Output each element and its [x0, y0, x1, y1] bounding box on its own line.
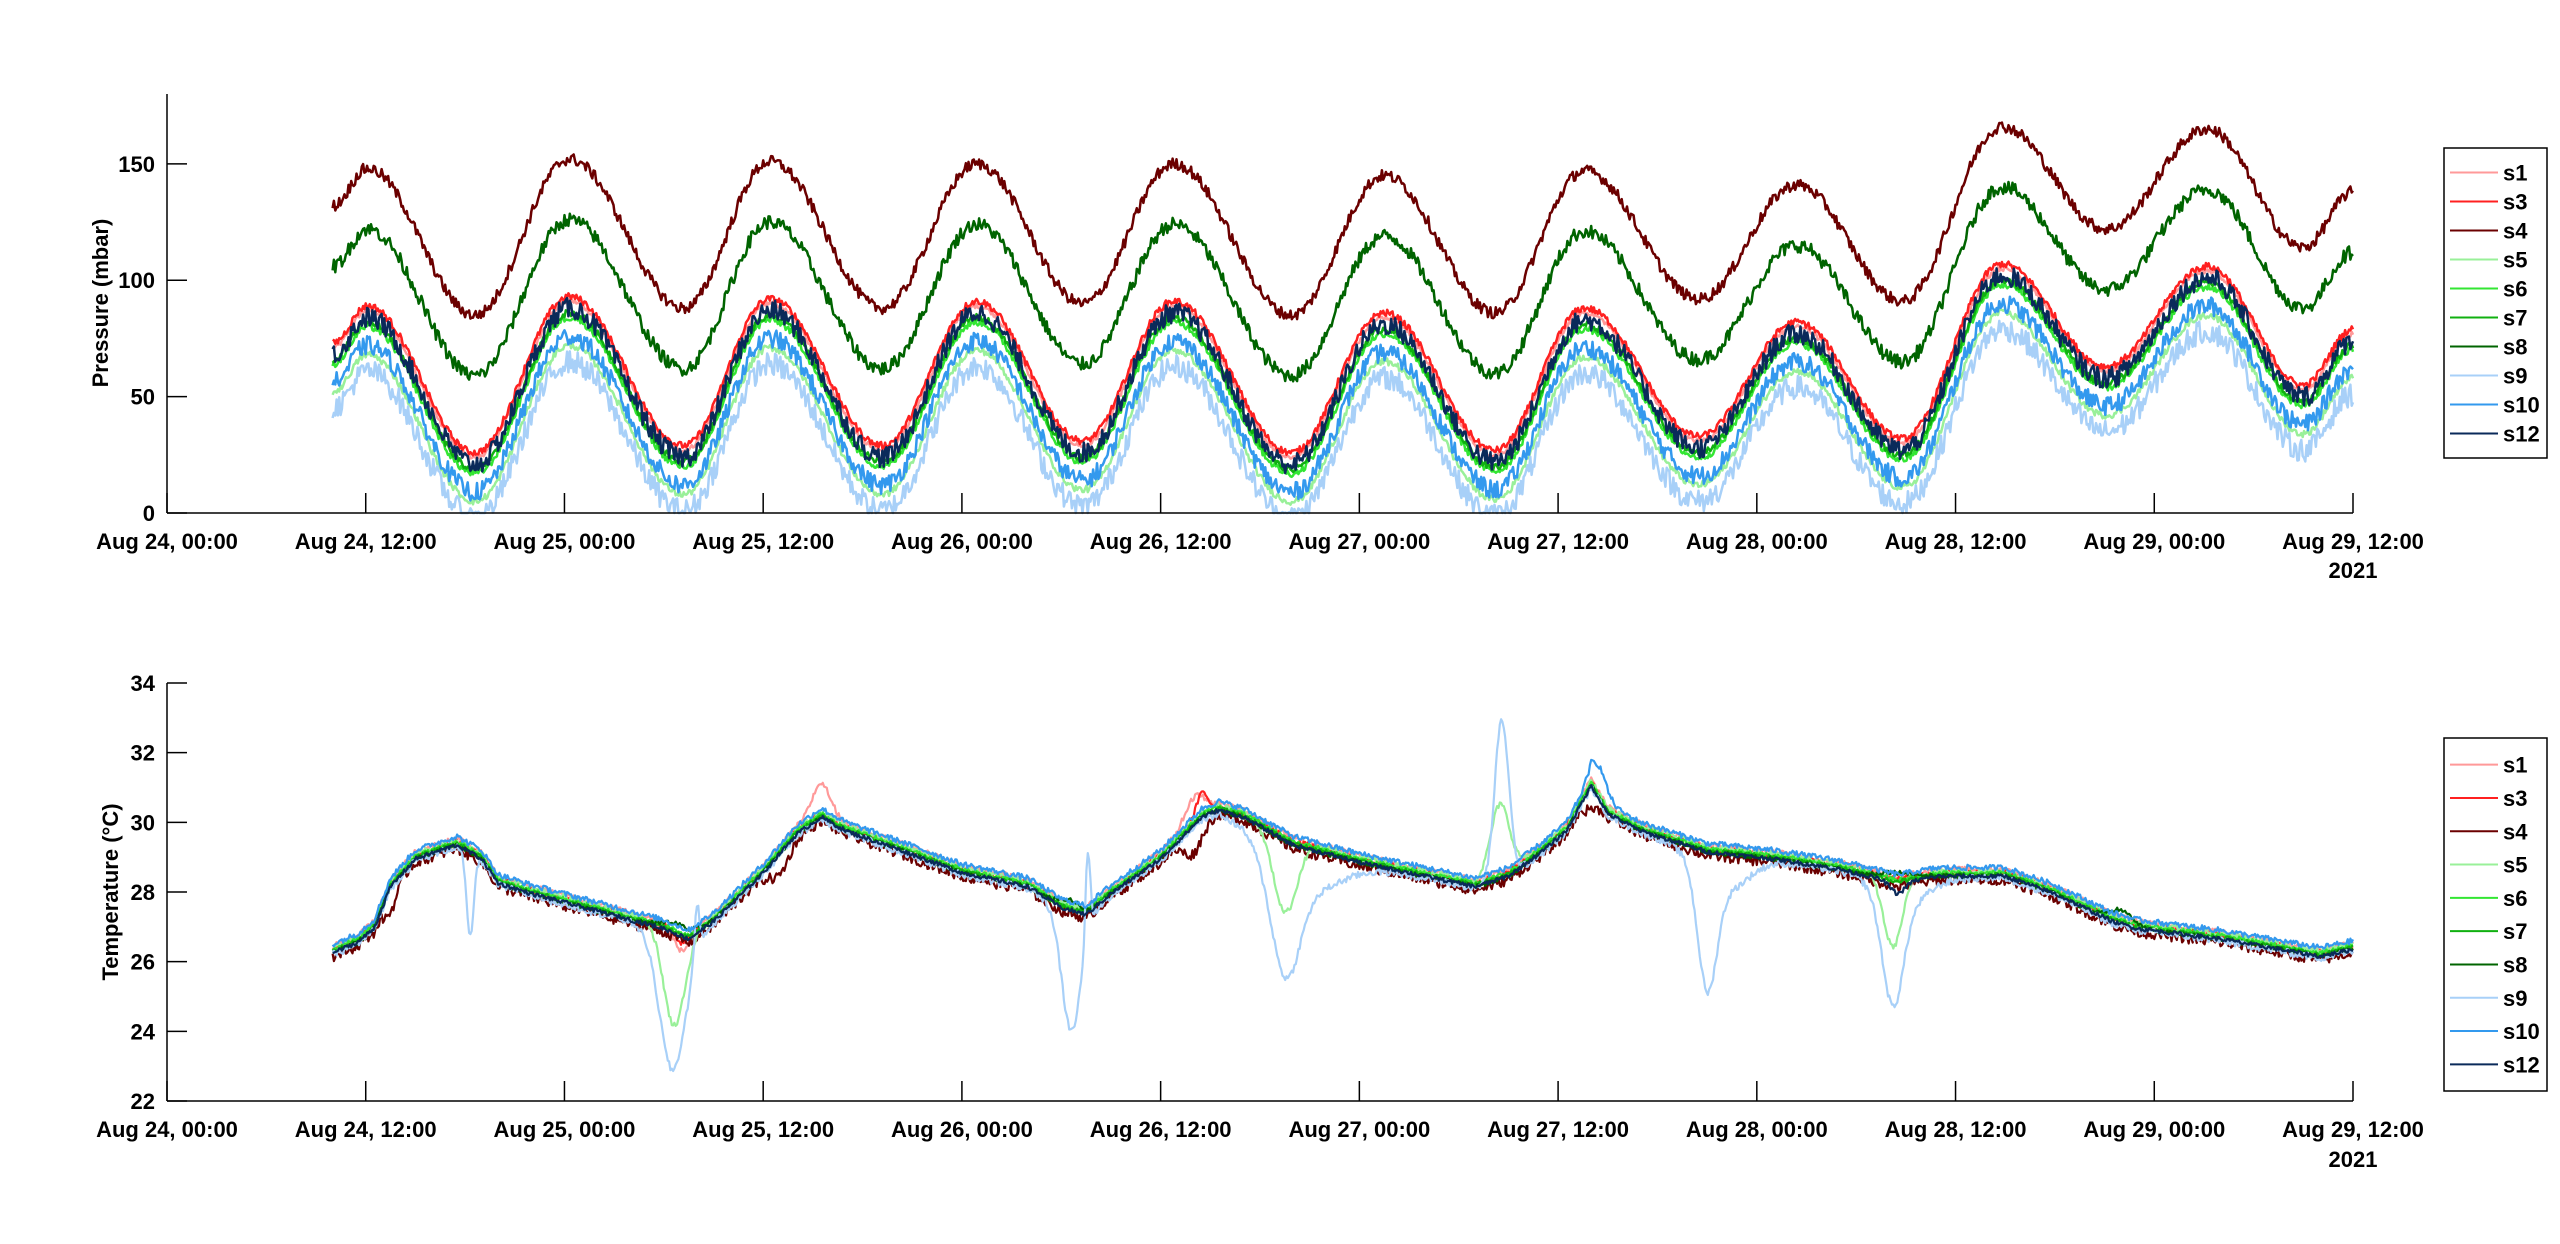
pressure-legend-label-s9: s9	[2503, 364, 2527, 389]
temperature-legend-label-s10: s10	[2503, 1019, 2540, 1044]
temperature-legend-label-s4: s4	[2503, 819, 2528, 844]
pressure-y-tick-label: 50	[131, 385, 155, 410]
pressure-legend-label-s6: s6	[2503, 277, 2527, 302]
pressure-x-tick-label: Aug 29, 00:00	[2083, 529, 2225, 554]
temperature-y-axis-label: Temperature (°C)	[98, 803, 123, 980]
temperature-x-tick-label: Aug 24, 12:00	[295, 1117, 437, 1142]
temperature-x-tick-label: Aug 25, 00:00	[494, 1117, 636, 1142]
temperature-y-tick-label: 24	[131, 1019, 156, 1044]
pressure-legend-label-s3: s3	[2503, 190, 2527, 215]
temperature-x-tick-label: Aug 27, 12:00	[1487, 1117, 1629, 1142]
temperature-line-s9	[331, 718, 2354, 1073]
temperature-axes: Temperature (°C) 2021 22 24 26 28 30 32 34 Aug …	[96, 671, 2548, 1172]
pressure-x-tick-label: Aug 29, 12:00	[2282, 529, 2424, 554]
temperature-legend-label-s3: s3	[2503, 786, 2527, 811]
temperature-line-s7	[332, 783, 2354, 958]
pressure-x-tick-label: Aug 24, 00:00	[96, 529, 238, 554]
pressure-line-s5	[331, 308, 2355, 506]
temperature-legend-label-s12: s12	[2503, 1052, 2540, 1077]
pressure-legend-label-s10: s10	[2503, 393, 2540, 418]
pressure-year-label: 2021	[2329, 558, 2378, 583]
pressure-x-tick-label: Aug 25, 00:00	[494, 529, 636, 554]
pressure-series-group	[331, 121, 2355, 515]
pressure-x-tick-label: Aug 25, 12:00	[692, 529, 834, 554]
temperature-series-group	[331, 718, 2355, 1073]
temperature-x-tick-label: Aug 26, 00:00	[891, 1117, 1033, 1142]
temperature-line-s5	[331, 778, 2354, 1028]
temperature-line-s8	[331, 784, 2354, 959]
temperature-legend: s1 s3 s4 s5 s6 s7 s8 s9 s10 s12	[2443, 737, 2548, 1092]
pressure-x-tick-label: Aug 28, 12:00	[1885, 529, 2027, 554]
temperature-line-s12	[332, 783, 2354, 959]
pressure-legend-label-s8: s8	[2503, 335, 2527, 360]
temperature-y-tick-label: 26	[131, 950, 155, 975]
pressure-legend-label-s1: s1	[2503, 161, 2527, 186]
temperature-y-tick-label: 30	[131, 810, 155, 835]
pressure-axes: Pressure (mbar) 2021 0 50 100 150 Aug 24, 00…	[88, 94, 2548, 583]
pressure-y-tick-label: 0	[143, 501, 155, 526]
pressure-x-tick-label: Aug 28, 00:00	[1686, 529, 1828, 554]
temperature-x-tick-label: Aug 28, 12:00	[1885, 1117, 2027, 1142]
temperature-legend-label-s9: s9	[2503, 986, 2527, 1011]
temperature-legend-label-s7: s7	[2503, 919, 2527, 944]
pressure-y-tick-label: 150	[118, 152, 155, 177]
temperature-line-s6	[331, 780, 2354, 956]
pressure-line-s10	[331, 295, 2354, 502]
pressure-legend-label-s7: s7	[2503, 306, 2527, 331]
pressure-x-tick-label: Aug 24, 12:00	[295, 529, 437, 554]
temperature-x-tick-label: Aug 27, 00:00	[1288, 1117, 1430, 1142]
pressure-legend-label-s12: s12	[2503, 422, 2540, 447]
pressure-y-axis-label: Pressure (mbar)	[88, 219, 113, 388]
temperature-x-tick-label: Aug 24, 00:00	[96, 1117, 238, 1142]
temperature-y-tick-label: 22	[131, 1089, 155, 1114]
pressure-line-s9	[331, 319, 2355, 515]
pressure-x-tick-label: Aug 26, 00:00	[891, 529, 1033, 554]
temperature-legend-label-s6: s6	[2503, 886, 2527, 911]
pressure-legend-label-s5: s5	[2503, 248, 2527, 273]
pressure-legend-box	[2443, 147, 2548, 459]
pressure-x-tick-label: Aug 27, 12:00	[1487, 529, 1629, 554]
pressure-line-s12	[331, 267, 2355, 475]
temperature-legend-box	[2443, 737, 2548, 1092]
pressure-y-tick-label: 100	[118, 268, 155, 293]
temperature-legend-label-s8: s8	[2503, 952, 2527, 977]
temperature-y-tick-label: 34	[131, 671, 156, 696]
temperature-year-label: 2021	[2329, 1147, 2378, 1172]
pressure-line-s8	[331, 180, 2354, 383]
pressure-legend-label-s4: s4	[2503, 219, 2528, 244]
temperature-line-s10	[331, 758, 2355, 950]
temperature-legend-label-s1: s1	[2503, 753, 2527, 778]
pressure-legend: s1 s3 s4 s5 s6 s7 s8 s9 s10 s12	[2443, 147, 2548, 459]
temperature-x-tick-label: Aug 29, 12:00	[2282, 1117, 2424, 1142]
temperature-legend-label-s5: s5	[2503, 853, 2527, 878]
temperature-line-s3	[332, 778, 2354, 956]
temperature-x-tick-label: Aug 25, 12:00	[692, 1117, 834, 1142]
temperature-x-tick-label: Aug 26, 12:00	[1090, 1117, 1232, 1142]
pressure-x-tick-label: Aug 27, 00:00	[1288, 529, 1430, 554]
pressure-line-s3	[332, 260, 2355, 457]
pressure-line-s4	[331, 121, 2354, 321]
pressure-x-tick-label: Aug 26, 12:00	[1090, 529, 1232, 554]
temperature-x-tick-label: Aug 29, 00:00	[2083, 1117, 2225, 1142]
temperature-y-tick-label: 32	[131, 741, 155, 766]
temperature-x-tick-label: Aug 28, 00:00	[1686, 1117, 1828, 1142]
temperature-y-tick-label: 28	[131, 880, 155, 905]
